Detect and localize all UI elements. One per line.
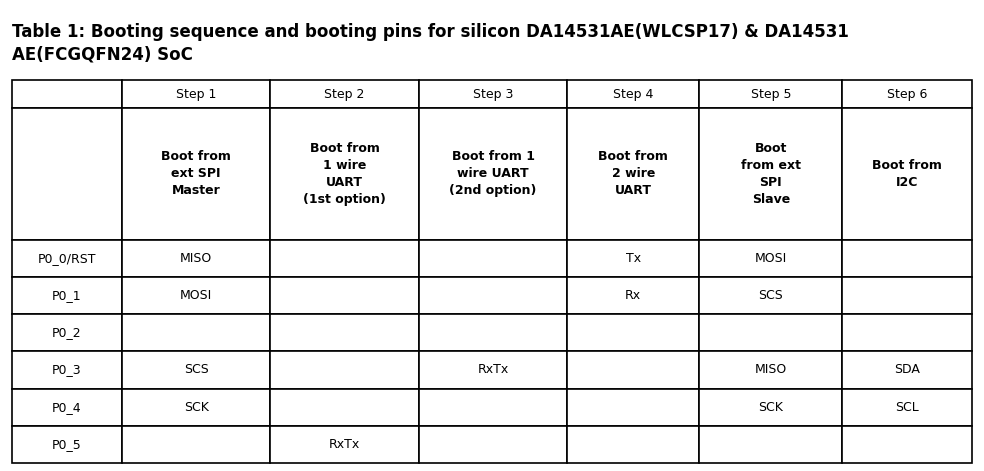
- Text: Rx: Rx: [625, 289, 642, 302]
- Text: MOSI: MOSI: [755, 252, 787, 265]
- Bar: [122, 240, 271, 277]
- Text: SCS: SCS: [184, 364, 209, 376]
- Bar: [419, 389, 568, 426]
- Text: Boot from
ext SPI
Master: Boot from ext SPI Master: [161, 150, 231, 197]
- Bar: [700, 108, 842, 240]
- Text: SCK: SCK: [759, 401, 783, 414]
- Bar: [12, 351, 122, 389]
- Bar: [122, 277, 271, 314]
- Bar: [700, 80, 842, 108]
- Bar: [568, 108, 700, 240]
- Text: Step 3: Step 3: [473, 88, 514, 101]
- Text: SCK: SCK: [184, 401, 209, 414]
- Bar: [271, 389, 419, 426]
- Bar: [700, 389, 842, 426]
- Text: SDA: SDA: [894, 364, 920, 376]
- Text: P0_1: P0_1: [52, 289, 82, 302]
- Bar: [122, 314, 271, 351]
- Bar: [122, 351, 271, 389]
- Text: P0_5: P0_5: [52, 438, 82, 451]
- Bar: [12, 426, 122, 463]
- Text: MOSI: MOSI: [180, 289, 213, 302]
- Bar: [568, 240, 700, 277]
- Text: Step 2: Step 2: [325, 88, 365, 101]
- Text: Step 6: Step 6: [887, 88, 927, 101]
- Bar: [12, 108, 122, 240]
- Bar: [419, 108, 568, 240]
- Bar: [12, 389, 122, 426]
- Text: Boot
from ext
SPI
Slave: Boot from ext SPI Slave: [741, 142, 801, 206]
- Text: Boot from
1 wire
UART
(1st option): Boot from 1 wire UART (1st option): [303, 142, 386, 206]
- Bar: [568, 389, 700, 426]
- Text: Table 1: Booting sequence and booting pins for silicon DA14531AE(WLCSP17) & DA14: Table 1: Booting sequence and booting pi…: [12, 23, 849, 41]
- Bar: [568, 426, 700, 463]
- Bar: [271, 240, 419, 277]
- Bar: [419, 277, 568, 314]
- Text: Tx: Tx: [626, 252, 641, 265]
- Text: P0_4: P0_4: [52, 401, 82, 414]
- Bar: [271, 314, 419, 351]
- Text: RxTx: RxTx: [329, 438, 360, 451]
- Bar: [568, 314, 700, 351]
- Bar: [271, 80, 419, 108]
- Bar: [700, 240, 842, 277]
- Text: Step 5: Step 5: [751, 88, 791, 101]
- Bar: [271, 426, 419, 463]
- Bar: [842, 389, 972, 426]
- Bar: [842, 426, 972, 463]
- Text: MISO: MISO: [180, 252, 213, 265]
- Text: Boot from 1
wire UART
(2nd option): Boot from 1 wire UART (2nd option): [450, 150, 537, 197]
- Bar: [568, 80, 700, 108]
- Text: Step 1: Step 1: [176, 88, 216, 101]
- Bar: [419, 240, 568, 277]
- Bar: [700, 277, 842, 314]
- Bar: [419, 351, 568, 389]
- Text: SCS: SCS: [759, 289, 783, 302]
- Bar: [568, 277, 700, 314]
- Bar: [842, 240, 972, 277]
- Bar: [842, 351, 972, 389]
- Text: P0_0/RST: P0_0/RST: [37, 252, 96, 265]
- Text: MISO: MISO: [755, 364, 787, 376]
- Bar: [122, 426, 271, 463]
- Text: Boot from
I2C: Boot from I2C: [872, 159, 942, 189]
- Bar: [12, 80, 122, 108]
- Bar: [842, 277, 972, 314]
- Bar: [271, 351, 419, 389]
- Bar: [700, 314, 842, 351]
- Bar: [12, 240, 122, 277]
- Text: AE(FCGQFN24) SoC: AE(FCGQFN24) SoC: [12, 45, 193, 63]
- Bar: [122, 108, 271, 240]
- Bar: [842, 80, 972, 108]
- Text: Step 4: Step 4: [613, 88, 653, 101]
- Bar: [12, 277, 122, 314]
- Bar: [700, 426, 842, 463]
- Text: P0_3: P0_3: [52, 364, 82, 376]
- Text: Boot from
2 wire
UART: Boot from 2 wire UART: [598, 150, 668, 197]
- Bar: [271, 277, 419, 314]
- Bar: [122, 80, 271, 108]
- Text: RxTx: RxTx: [477, 364, 509, 376]
- Bar: [419, 426, 568, 463]
- Bar: [122, 389, 271, 426]
- Bar: [12, 314, 122, 351]
- Bar: [842, 108, 972, 240]
- Text: SCL: SCL: [895, 401, 919, 414]
- Bar: [700, 351, 842, 389]
- Bar: [419, 80, 568, 108]
- Bar: [419, 314, 568, 351]
- Bar: [842, 314, 972, 351]
- Text: P0_2: P0_2: [52, 326, 82, 339]
- Bar: [271, 108, 419, 240]
- Bar: [568, 351, 700, 389]
